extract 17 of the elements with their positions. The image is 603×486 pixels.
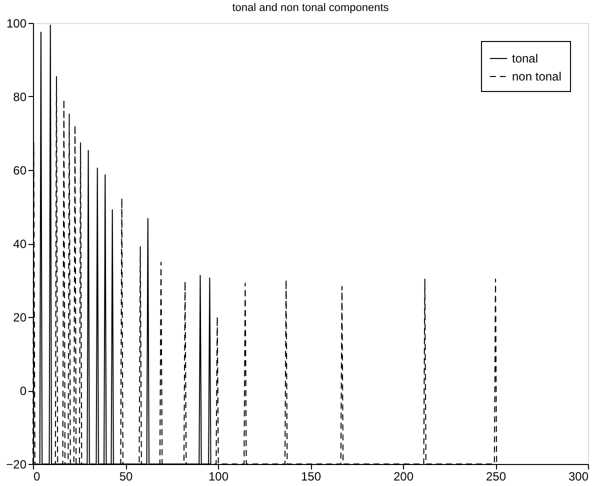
y-tick-label: −20 (6, 458, 27, 472)
y-tick-label: 20 (13, 310, 27, 324)
x-tick-label: 150 (300, 470, 322, 484)
x-tick-label: 200 (393, 470, 414, 484)
y-tick-label: 60 (13, 164, 27, 178)
x-tick-label: 50 (119, 470, 133, 484)
y-tick-label: 100 (6, 16, 27, 30)
x-tick-label: 100 (208, 470, 229, 484)
y-tick-label: 80 (13, 90, 27, 104)
x-tick-label: 250 (486, 470, 506, 484)
y-tick-label: 0 (20, 384, 27, 398)
y-tick-label: 40 (13, 237, 27, 251)
legend-label: non tonal (512, 70, 562, 84)
x-tick-label: 0 (34, 470, 40, 484)
legend-label: tonal (512, 52, 538, 66)
x-tick-label: 300 (568, 470, 589, 484)
chart-title: tonal and non tonal components (232, 2, 390, 14)
